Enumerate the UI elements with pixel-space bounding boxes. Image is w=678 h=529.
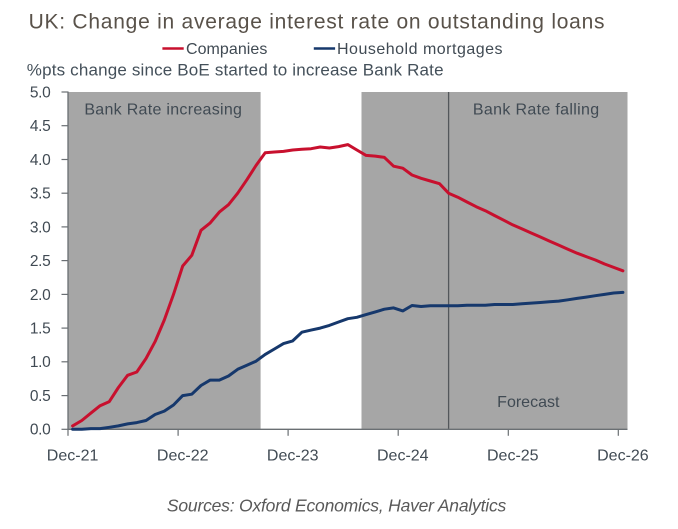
svg-text:Bank Rate falling: Bank Rate falling xyxy=(473,102,600,119)
svg-text:Dec-21: Dec-21 xyxy=(47,447,99,464)
svg-text:0.5: 0.5 xyxy=(30,388,51,405)
svg-text:1.0: 1.0 xyxy=(30,354,51,371)
svg-text:Forecast: Forecast xyxy=(497,394,560,411)
svg-text:Household mortgages: Household mortgages xyxy=(337,41,503,58)
svg-text:Companies: Companies xyxy=(186,41,267,58)
svg-text:Dec-25: Dec-25 xyxy=(487,447,539,464)
svg-text:Dec-23: Dec-23 xyxy=(267,447,319,464)
svg-text:UK: Change in average interest: UK: Change in average interest rate on o… xyxy=(29,10,606,33)
svg-text:Dec-26: Dec-26 xyxy=(597,447,649,464)
svg-text:0.0: 0.0 xyxy=(30,422,51,439)
svg-text:2.5: 2.5 xyxy=(30,253,51,270)
svg-text:3.5: 3.5 xyxy=(30,186,51,203)
svg-text:Sources: Oxford Economics, Hav: Sources: Oxford Economics, Haver Analyti… xyxy=(167,495,507,515)
svg-text:3.0: 3.0 xyxy=(30,219,51,236)
svg-text:4.0: 4.0 xyxy=(30,152,51,169)
svg-text:4.5: 4.5 xyxy=(30,118,51,135)
svg-text:1.5: 1.5 xyxy=(30,321,51,338)
svg-text:Dec-24: Dec-24 xyxy=(377,447,429,464)
svg-text:Bank Rate increasing: Bank Rate increasing xyxy=(84,102,242,119)
svg-text:Dec-22: Dec-22 xyxy=(157,447,209,464)
svg-text:5.0: 5.0 xyxy=(30,84,51,101)
svg-text:%pts change since BoE started: %pts change since BoE started to increas… xyxy=(27,61,444,80)
svg-text:2.0: 2.0 xyxy=(30,287,51,304)
